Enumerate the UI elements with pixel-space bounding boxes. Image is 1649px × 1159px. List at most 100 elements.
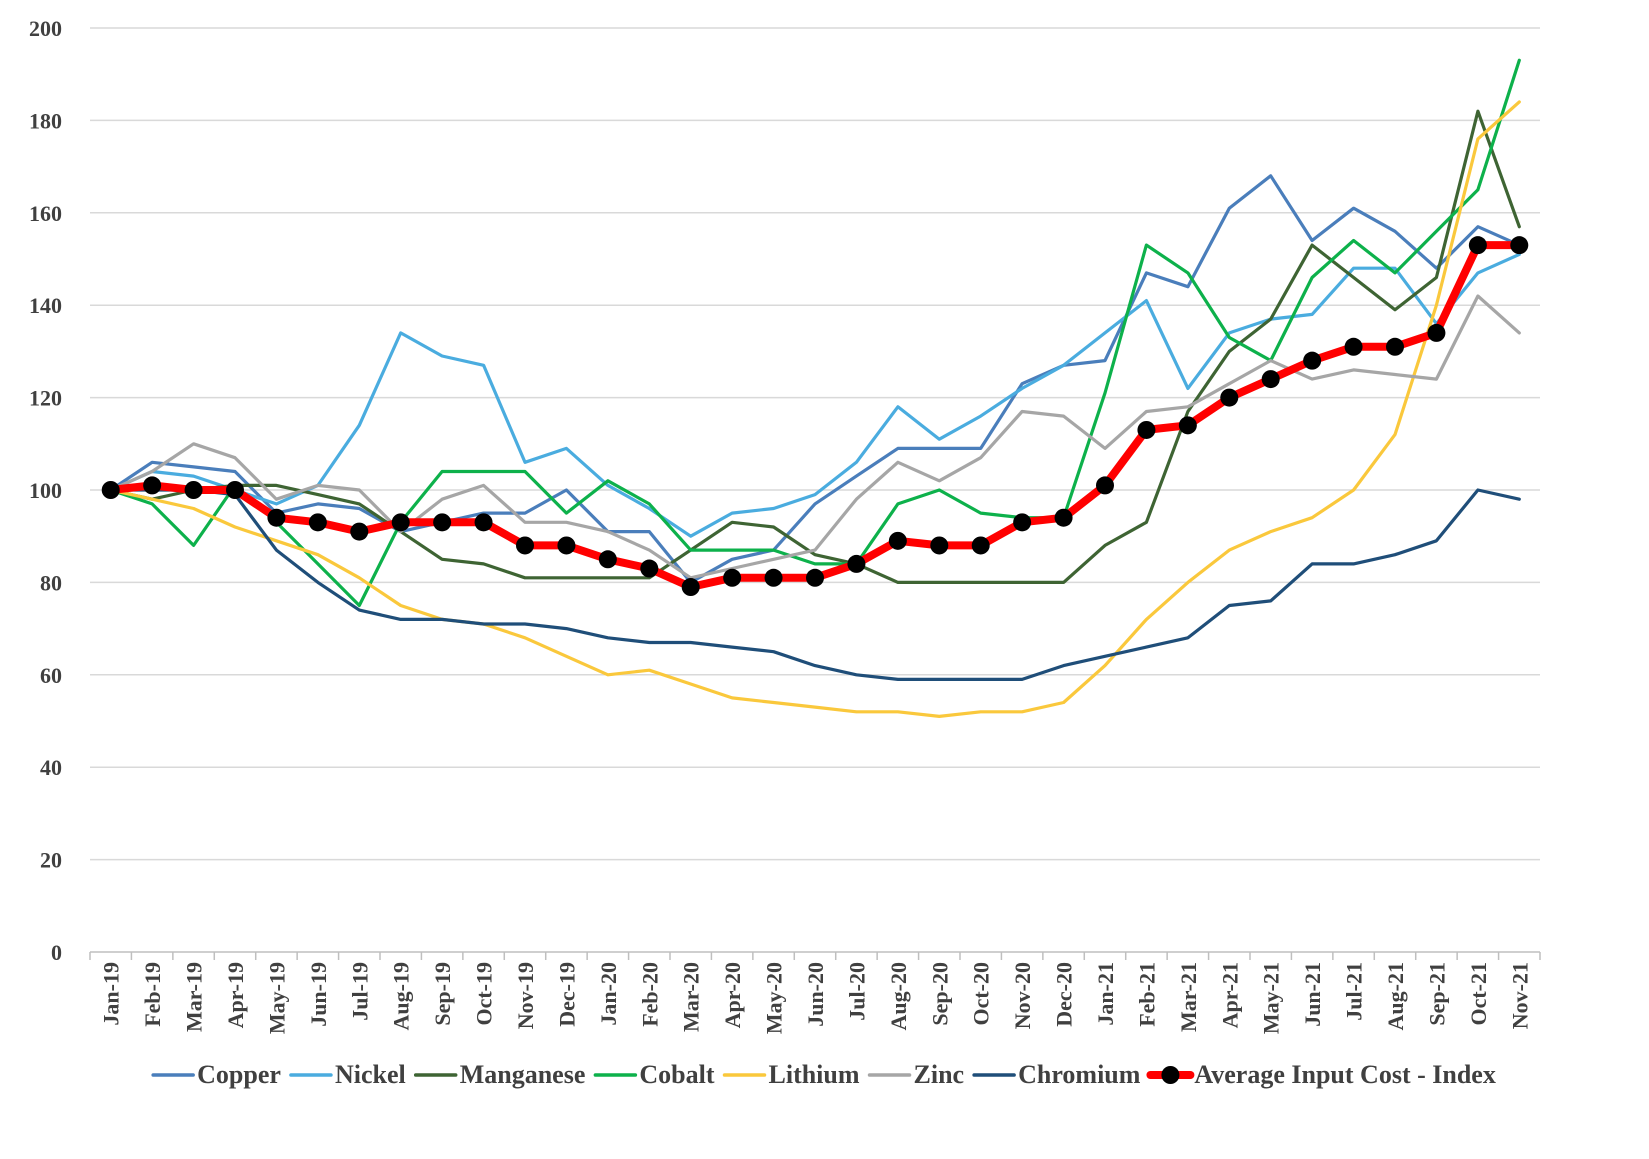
series-line — [109, 109, 1521, 585]
y-tick-label: 160 — [29, 201, 62, 226]
x-tick-label: Oct-20 — [969, 962, 994, 1026]
x-tick-label: Feb-21 — [1134, 962, 1159, 1027]
data-point-marker — [1178, 416, 1197, 435]
y-tick-label: 40 — [40, 755, 62, 780]
data-point-marker — [1220, 388, 1239, 407]
data-point-marker — [433, 513, 452, 532]
x-tick-label: Jul-21 — [1342, 962, 1367, 1021]
x-tick-label: Jan-19 — [99, 962, 124, 1026]
data-point-marker — [1427, 323, 1446, 342]
legend-marker — [1161, 1066, 1180, 1084]
x-tick-label: Mar-20 — [679, 962, 704, 1032]
x-tick-label: Aug-20 — [886, 962, 911, 1030]
series-line — [109, 174, 1521, 585]
x-tick-label: Jun-20 — [803, 962, 828, 1027]
legend-item: Average Input Cost - Index — [1146, 1060, 1496, 1089]
y-tick-label: 200 — [29, 16, 62, 41]
data-point-marker — [930, 536, 949, 555]
x-tick-label: Jun-19 — [306, 962, 331, 1027]
series-manganese — [109, 109, 1521, 585]
data-point-marker — [391, 513, 410, 532]
x-tick-label: Oct-21 — [1466, 962, 1491, 1026]
x-tick-label: Nov-21 — [1507, 962, 1532, 1029]
data-point-marker — [1468, 236, 1487, 255]
series-chromium — [109, 488, 1521, 682]
series-line — [106, 241, 1524, 591]
series-average-input-cost-index — [101, 236, 1529, 597]
data-point-marker — [888, 531, 907, 550]
data-point-marker — [640, 559, 659, 578]
series-cobalt — [109, 58, 1521, 608]
legend-label: Nickel — [335, 1060, 406, 1089]
data-point-marker — [764, 568, 783, 587]
data-point-marker — [1303, 351, 1322, 370]
series-nickel — [109, 252, 1521, 538]
y-tick-label: 0 — [51, 940, 62, 965]
data-point-marker — [350, 522, 369, 541]
x-tick-label: Dec-20 — [1052, 962, 1077, 1027]
x-tick-label: Apr-20 — [720, 962, 745, 1028]
data-point-marker — [226, 481, 244, 499]
y-axis: 0 20 40 60 80 100 120 140 160 180 200 — [29, 16, 62, 965]
data-point-marker — [267, 508, 286, 527]
data-point-marker — [1137, 420, 1156, 439]
y-tick-label: 100 — [29, 478, 62, 503]
legend-label: Cobalt — [639, 1060, 714, 1089]
x-tick-label: Sep-19 — [430, 962, 455, 1026]
legend-label: Manganese — [460, 1060, 586, 1089]
data-point-marker — [1054, 508, 1073, 527]
x-tick-label: Jul-19 — [347, 962, 372, 1021]
x-tick-label: Apr-21 — [1217, 962, 1242, 1028]
grid — [90, 27, 1540, 861]
x-tick-label: Apr-19 — [223, 962, 248, 1028]
legend-label: Lithium — [769, 1060, 860, 1089]
data-point-marker — [681, 578, 700, 597]
series-line — [109, 488, 1521, 682]
series-lines — [101, 58, 1529, 719]
data-point-marker — [1386, 337, 1404, 356]
legend-label: Chromium — [1018, 1060, 1141, 1089]
data-point-marker — [1261, 370, 1280, 389]
legend-item: Lithium — [722, 1060, 860, 1089]
legend-item: Zinc — [867, 1060, 964, 1089]
data-point-marker — [308, 513, 327, 532]
y-tick-label: 120 — [29, 386, 62, 411]
data-point-marker — [971, 536, 990, 555]
y-tick-label: 60 — [40, 663, 62, 688]
data-point-marker — [598, 550, 617, 569]
legend: Copper Nickel Manganese Cobalt Lithium Zinc Ch… — [151, 1060, 1496, 1089]
x-tick-label: Nov-20 — [1010, 962, 1035, 1029]
x-tick-label: Mar-21 — [1176, 962, 1201, 1032]
y-tick-label: 80 — [40, 570, 62, 595]
x-tick-label: Dec-19 — [554, 962, 579, 1027]
series-line — [109, 58, 1521, 608]
data-point-marker — [101, 481, 120, 499]
data-point-marker — [474, 513, 493, 532]
y-tick-label: 140 — [29, 293, 62, 318]
series-lithium — [109, 100, 1521, 719]
x-tick-label: Feb-19 — [140, 962, 165, 1027]
x-tick-label: Mar-19 — [182, 962, 207, 1032]
series-copper — [109, 174, 1521, 585]
legend-label: Average Input Cost - Index — [1194, 1060, 1495, 1089]
data-point-marker — [723, 568, 742, 587]
data-point-marker — [1013, 513, 1032, 532]
legend-item: Chromium — [972, 1060, 1141, 1089]
y-tick-label: 180 — [29, 108, 62, 133]
x-tick-label: Nov-19 — [513, 962, 538, 1029]
x-tick-label: Jan-21 — [1093, 962, 1118, 1026]
x-tick-label: May-21 — [1259, 962, 1284, 1034]
legend-item: Cobalt — [593, 1060, 715, 1089]
x-tick-label: Jun-21 — [1300, 962, 1325, 1027]
x-tick-label: Feb-20 — [637, 962, 662, 1027]
y-tick-label: 20 — [40, 848, 62, 873]
x-tick-label: May-19 — [264, 962, 289, 1034]
data-point-marker — [184, 481, 203, 499]
data-point-marker — [1096, 476, 1114, 495]
data-point-marker — [806, 568, 824, 587]
x-tick-label: May-20 — [762, 962, 787, 1034]
series-zinc — [109, 294, 1521, 580]
x-tick-label: Sep-20 — [927, 962, 952, 1026]
